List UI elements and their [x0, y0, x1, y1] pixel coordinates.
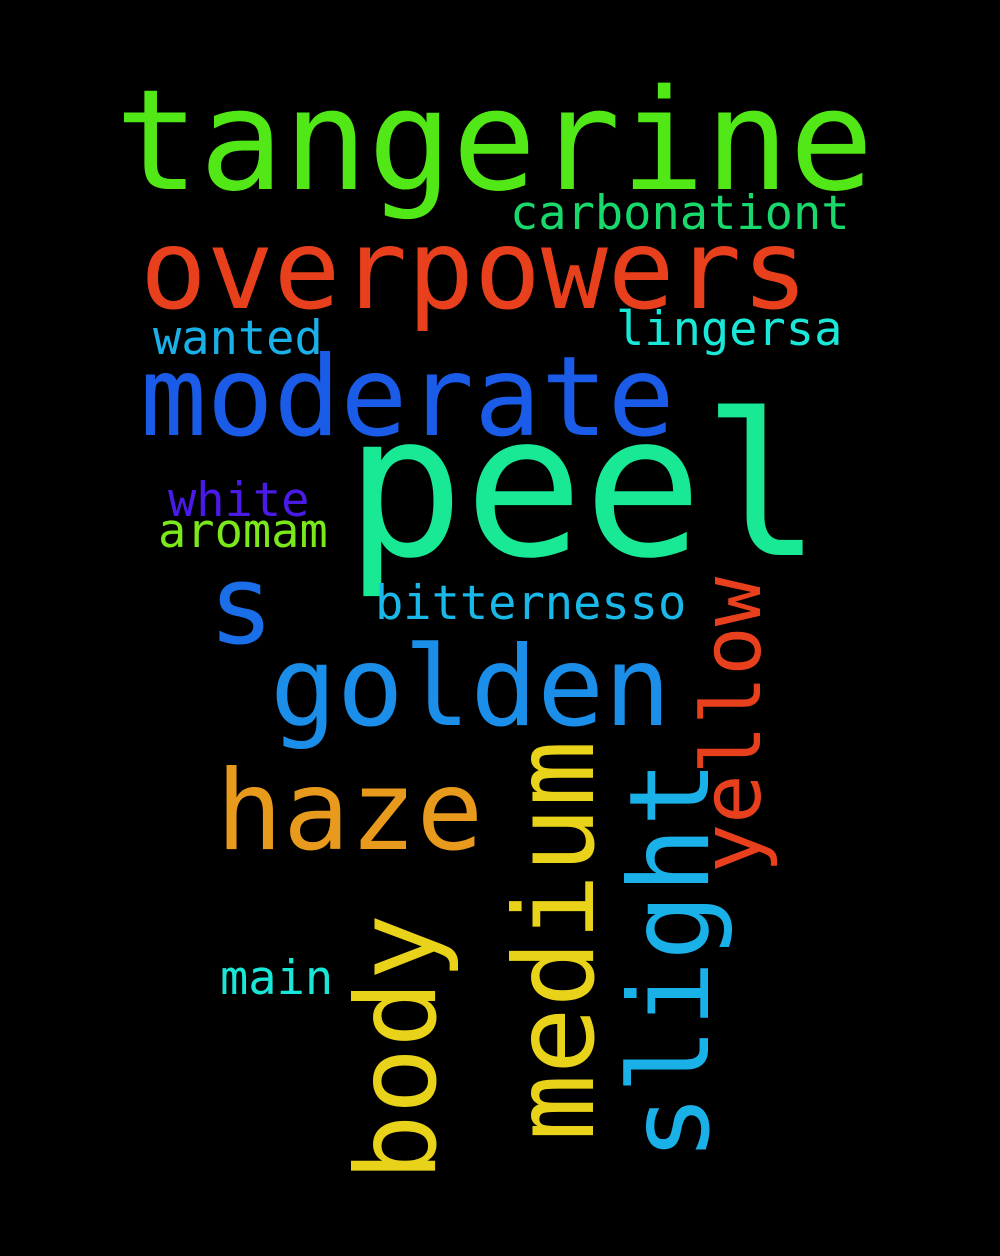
word-white: white — [168, 473, 310, 528]
word-s: s — [208, 541, 275, 669]
word-slight: slight — [605, 760, 735, 1161]
word-peel: peel — [345, 371, 822, 602]
word-wanted: wanted — [153, 311, 323, 366]
word-overpowers: overpowers — [140, 206, 809, 335]
word-aromam: aromam — [158, 504, 328, 559]
word-medium: medium — [490, 740, 620, 1141]
word-body: body — [333, 913, 463, 1182]
word-bitternesso: bitternesso — [375, 576, 687, 631]
word-tangerine: tangerine — [115, 60, 874, 223]
word-golden: golden — [270, 623, 671, 752]
word-haze: haze — [216, 747, 484, 876]
word-main: main — [220, 951, 334, 1006]
word-lingersa: lingersa — [616, 302, 843, 357]
word-carbonationt: carbonationt — [510, 186, 850, 241]
word-moderate: moderate — [140, 333, 675, 462]
